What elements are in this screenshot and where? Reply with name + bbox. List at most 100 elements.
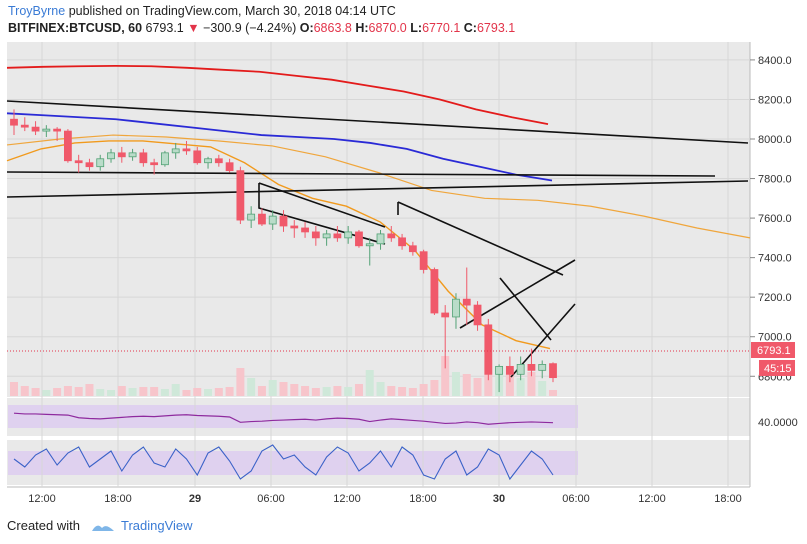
volume-bar [279, 382, 288, 396]
candle [311, 226, 320, 246]
candle [117, 146, 126, 163]
candle-body [344, 231, 353, 239]
author-link[interactable]: TroyByrne [8, 4, 66, 18]
candle-body [117, 152, 126, 158]
volume-bar [376, 382, 385, 396]
candle-body [236, 170, 245, 221]
candle [495, 364, 504, 393]
volume-bar [290, 384, 299, 396]
volume-bar [462, 374, 471, 396]
volume-bar [247, 378, 256, 396]
x-tick-label: 18:00 [409, 493, 437, 505]
volume-bar [365, 370, 374, 396]
candle [161, 150, 169, 167]
candle [419, 249, 428, 274]
y-tick-label: 7400.0 [758, 253, 792, 265]
high-label: H: [355, 21, 369, 35]
main-pane-background [7, 42, 750, 397]
x-tick-label: 18:00 [714, 493, 742, 505]
candle-body [96, 158, 105, 168]
candle [441, 305, 450, 369]
candle-body [387, 233, 396, 239]
price-chart[interactable]: 8400.0 8200.0 8000.0 7800.0 7600.0 7400.0 7200… [0, 40, 807, 516]
candle-body [408, 245, 417, 253]
x-tick-label: 12:00 [333, 493, 361, 505]
candle-body [10, 118, 18, 126]
volume-bar [354, 384, 363, 396]
volume-bar [538, 381, 547, 396]
x-tick-label: 29 [189, 493, 201, 505]
candle-body [171, 148, 180, 154]
volume-bar [96, 389, 105, 396]
x-tick-label: 30 [493, 493, 505, 505]
candle-body [441, 312, 450, 318]
candle [538, 360, 547, 379]
volume-bar [322, 387, 331, 396]
volume-bar [107, 390, 116, 396]
volume-bar [408, 388, 417, 396]
candle [344, 226, 353, 244]
volume-bar [63, 386, 72, 396]
candle [355, 229, 363, 248]
x-tick-label: 12:00 [638, 493, 666, 505]
candle-body [505, 365, 514, 375]
volume-bar [268, 380, 277, 396]
candle [301, 222, 309, 238]
y-tick-label: 7000.0 [758, 332, 792, 344]
volume-bar [85, 384, 94, 396]
candle-body [516, 364, 525, 375]
chart-header: TroyByrne published on TradingView.com, … [8, 3, 798, 37]
candle-body [42, 128, 51, 132]
candle [322, 229, 331, 246]
volume-bar [53, 388, 62, 396]
candle-body [495, 365, 504, 375]
y-tick-label: 7600.0 [758, 213, 792, 225]
candle-body [150, 162, 159, 166]
volume-bar [74, 387, 83, 396]
candle-body [193, 150, 202, 164]
volume-bar [516, 378, 525, 396]
candle-body [355, 231, 363, 247]
publish-line: TroyByrne published on TradingView.com, … [8, 3, 798, 20]
candle [31, 121, 40, 136]
rsi-axis-label: 40.0000 [758, 417, 798, 429]
candle-body [419, 251, 428, 270]
flag-channel-2 [258, 183, 386, 245]
candle [549, 362, 557, 383]
trendline-upper-long [6, 100, 749, 144]
volume-bar [117, 386, 126, 396]
candle-body [430, 269, 439, 314]
candle-body [214, 158, 223, 164]
moving-average-line [6, 112, 553, 182]
volume-bar [193, 388, 202, 396]
trendline-rising [6, 180, 749, 198]
down-arrow-icon: ▼ [187, 21, 200, 35]
candle-body [20, 124, 29, 128]
candle-body [290, 225, 299, 229]
volume-bar [214, 388, 223, 396]
candle-body [333, 233, 342, 239]
candle-body [301, 227, 309, 233]
high-value: 6870.0 [368, 21, 407, 35]
volume-bar [451, 372, 460, 396]
candle-body [538, 364, 547, 371]
candle [107, 148, 115, 163]
candle [182, 140, 191, 155]
stoch-polyline [13, 444, 554, 481]
wedge-4 [499, 277, 552, 341]
volume-bar [171, 384, 180, 396]
candle [193, 146, 202, 165]
candle-body [268, 215, 277, 225]
candle [290, 220, 299, 238]
last-price: 6793.1 [145, 21, 184, 35]
candle-body [549, 363, 557, 379]
x-tick-label: 06:00 [257, 493, 285, 505]
volume-bar [182, 390, 191, 396]
tradingview-brand-link[interactable]: TradingView [121, 518, 193, 533]
candle-body [247, 213, 256, 221]
rsi-polyline [13, 412, 554, 425]
moving-average-line [6, 64, 549, 126]
price-axis: 8400.0 8200.0 8000.0 7800.0 7600.0 7400.0 7200… [750, 55, 792, 383]
candle [376, 229, 385, 250]
rsi-band [8, 405, 578, 428]
